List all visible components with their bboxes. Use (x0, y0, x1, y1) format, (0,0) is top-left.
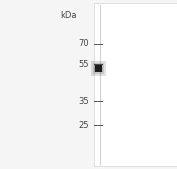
Text: 55: 55 (78, 60, 88, 69)
Text: kDa: kDa (61, 11, 77, 20)
Text: 70: 70 (78, 39, 88, 49)
Bar (94, 65, 103, 72)
Text: 35: 35 (78, 97, 88, 106)
Bar (93, 63, 104, 74)
Bar (94, 3, 177, 166)
Text: 25: 25 (78, 120, 88, 130)
Bar (91, 61, 106, 76)
Bar (95, 65, 102, 72)
